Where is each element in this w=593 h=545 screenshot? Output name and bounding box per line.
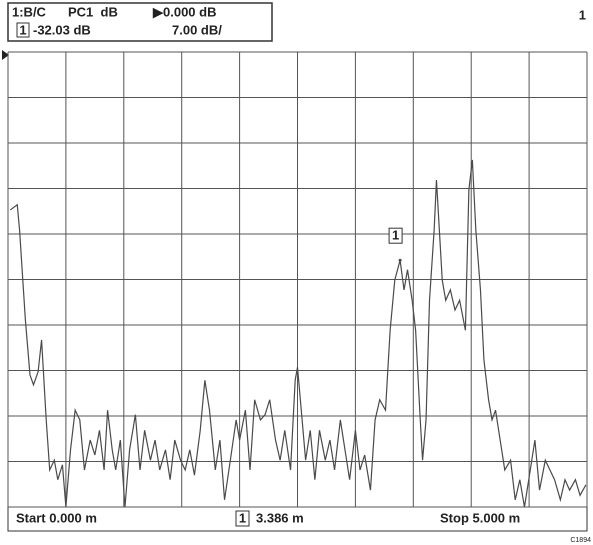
marker-box <box>16 22 30 38</box>
reference-arrow <box>2 50 9 60</box>
footer-marker-number: 1 <box>239 510 246 525</box>
scale: 7.00 dB/ <box>172 22 222 37</box>
header-box <box>7 2 273 42</box>
trace-marker-box <box>388 227 403 244</box>
stop: Stop 5.000 m <box>440 510 520 525</box>
trace-marker-number: 1 <box>392 228 399 243</box>
reference: ▶0.000 dB <box>152 4 216 19</box>
marker-value: -32.03 dB <box>33 22 91 37</box>
format: PC1 dB <box>68 4 118 19</box>
trace <box>9 159 587 508</box>
marker-point <box>398 258 402 262</box>
marker-position: 3.386 m <box>256 510 304 525</box>
start: Start 0.000 m <box>16 510 97 525</box>
window-number: 1 <box>579 7 586 22</box>
figure-id: C1894 <box>570 537 591 544</box>
marker-number: 1 <box>19 22 26 37</box>
channel: 1:B/C <box>12 4 47 19</box>
footer-marker-box <box>235 510 250 527</box>
